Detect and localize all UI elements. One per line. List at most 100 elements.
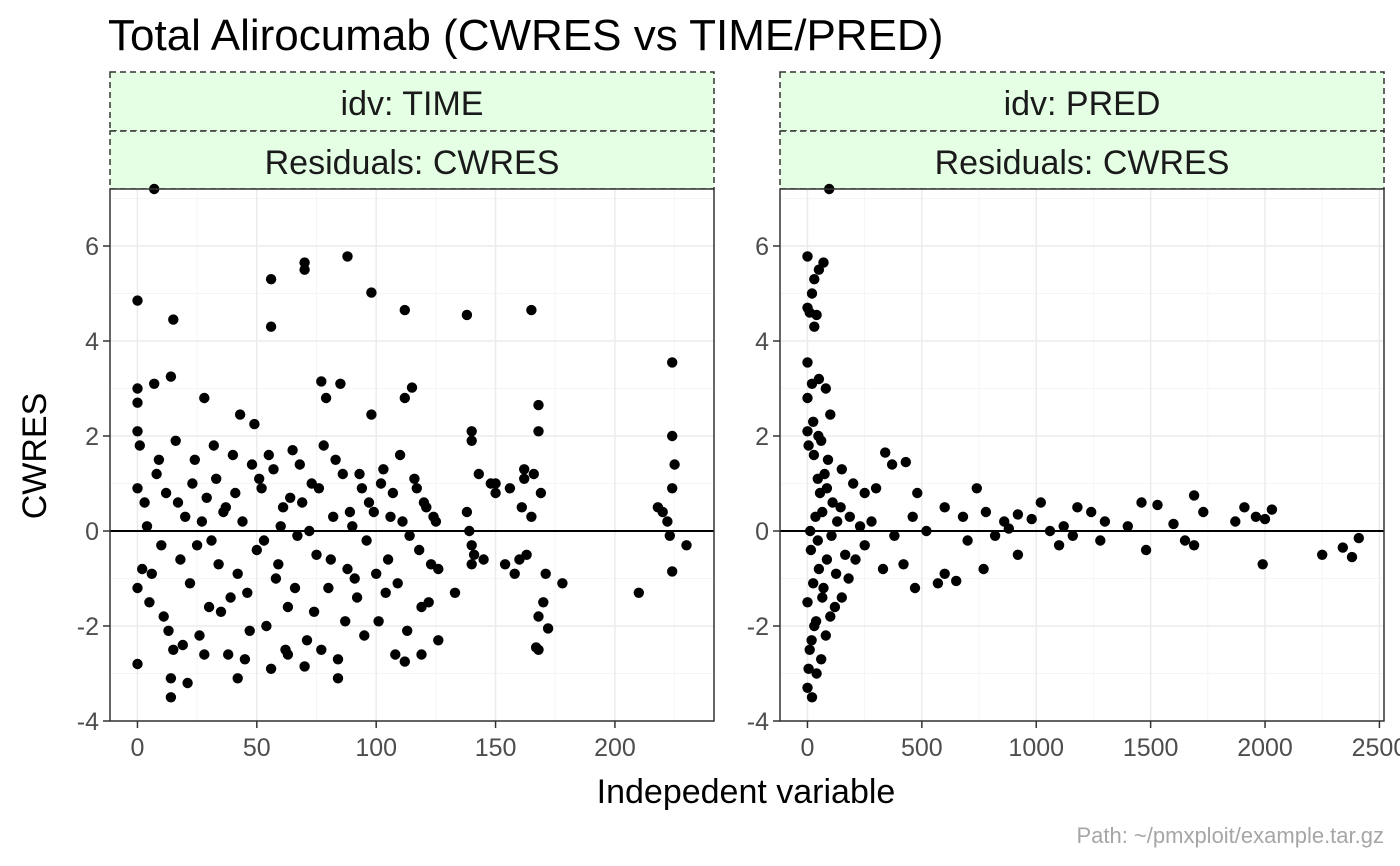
data-point — [877, 563, 889, 575]
y-tick-label: 2 — [85, 423, 99, 451]
data-point — [268, 464, 279, 475]
data-point — [809, 321, 820, 332]
data-point — [1188, 490, 1200, 501]
data-point — [821, 483, 833, 494]
x-tick-label: 50 — [243, 734, 271, 762]
data-point — [234, 409, 246, 420]
data-point — [1026, 513, 1037, 525]
data-point — [1086, 506, 1097, 518]
data-point — [1168, 518, 1179, 530]
y-tick-label: 4 — [85, 328, 99, 356]
data-point — [139, 497, 150, 508]
data-point — [191, 540, 203, 551]
data-point — [802, 426, 813, 437]
y-tick-label: 0 — [85, 518, 99, 546]
data-point — [328, 511, 339, 522]
data-point — [320, 392, 332, 404]
data-point — [373, 616, 384, 627]
data-point — [978, 563, 989, 575]
data-point — [806, 378, 818, 389]
data-point — [835, 502, 846, 513]
data-point — [473, 468, 484, 480]
data-point — [134, 440, 145, 451]
data-point — [263, 449, 274, 461]
x-tick-label: 2500 — [1352, 734, 1400, 762]
data-point — [132, 582, 143, 594]
data-point — [199, 392, 210, 404]
data-point — [168, 644, 179, 655]
data-point — [1257, 559, 1268, 570]
data-point — [375, 478, 387, 489]
data-point — [1140, 544, 1152, 556]
data-point — [404, 530, 415, 541]
data-point — [1317, 549, 1328, 560]
data-point — [380, 587, 391, 598]
data-point — [165, 371, 177, 382]
x-tick-label: 200 — [594, 734, 636, 762]
data-point — [297, 497, 308, 508]
data-point — [199, 649, 210, 660]
data-point — [806, 692, 818, 703]
data-point — [332, 654, 344, 665]
data-point — [802, 597, 813, 608]
data-point — [265, 321, 277, 332]
data-point — [313, 483, 325, 494]
data-point — [366, 409, 377, 420]
data-point — [132, 483, 143, 494]
data-point — [239, 654, 251, 665]
data-point — [1353, 532, 1365, 544]
data-point — [667, 566, 678, 577]
data-point — [287, 445, 298, 456]
data-point — [466, 426, 477, 437]
data-point — [299, 661, 310, 672]
data-point — [886, 459, 898, 470]
x-tick-label: 500 — [901, 734, 943, 762]
data-point — [213, 559, 224, 570]
data-point — [165, 673, 177, 684]
data-point — [681, 540, 692, 551]
data-point — [840, 549, 851, 560]
data-point — [242, 587, 253, 598]
data-point — [354, 468, 365, 480]
panel-border — [779, 188, 1385, 722]
data-point — [806, 288, 818, 299]
data-point — [251, 544, 262, 556]
data-point — [557, 578, 568, 589]
data-point — [256, 483, 267, 494]
y-tick-label: 6 — [755, 233, 769, 261]
data-point — [1012, 549, 1024, 560]
data-point — [399, 392, 410, 404]
data-point — [836, 464, 847, 475]
data-point — [351, 592, 363, 603]
data-point — [829, 601, 841, 613]
data-point — [900, 456, 911, 468]
data-point — [499, 559, 511, 570]
data-point — [1337, 542, 1349, 553]
data-point — [280, 644, 291, 655]
data-point — [146, 568, 157, 579]
data-point — [175, 554, 186, 565]
data-point — [519, 473, 530, 484]
data-point — [468, 549, 480, 560]
data-point — [461, 309, 473, 321]
y-tick-label: -4 — [747, 708, 769, 736]
data-point — [1099, 516, 1111, 527]
data-point — [909, 582, 921, 594]
data-point — [144, 597, 155, 608]
data-point — [246, 459, 258, 470]
data-point — [254, 473, 265, 484]
data-point — [1230, 516, 1241, 527]
data-point — [132, 426, 143, 437]
data-point — [394, 449, 406, 461]
data-point — [416, 601, 427, 613]
data-point — [344, 506, 356, 518]
data-point — [414, 544, 425, 556]
data-point — [187, 478, 198, 489]
data-point — [526, 304, 537, 316]
panel-pred: idv: PRED Residuals: CWRES 0 500 1000 1500 200… — [747, 71, 1400, 762]
data-point — [533, 426, 544, 437]
data-point — [132, 383, 143, 394]
data-point — [1346, 551, 1358, 563]
data-point — [830, 568, 842, 579]
